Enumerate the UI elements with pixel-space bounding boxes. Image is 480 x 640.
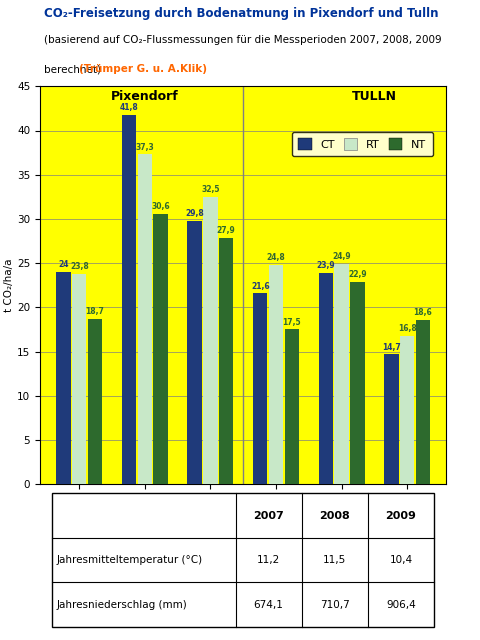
- Text: 37,3: 37,3: [135, 143, 154, 152]
- Text: 29,8: 29,8: [185, 209, 204, 218]
- Bar: [138, 154, 152, 484]
- Bar: [350, 282, 364, 484]
- Text: (basierend auf CO₂-Flussmessungen für die Messperioden 2007, 2008, 2009: (basierend auf CO₂-Flussmessungen für di…: [44, 35, 442, 45]
- Text: 2009: 2009: [385, 511, 417, 520]
- Bar: [269, 265, 283, 484]
- Legend: CT, RT, NT: CT, RT, NT: [292, 132, 433, 156]
- Text: TULLN: TULLN: [352, 90, 397, 102]
- Text: 21,6: 21,6: [251, 282, 270, 291]
- Text: 30,6: 30,6: [151, 202, 170, 211]
- Text: 11,2: 11,2: [257, 555, 280, 565]
- Text: 41,8: 41,8: [120, 103, 138, 112]
- Bar: [203, 197, 217, 484]
- Text: 2007: 2007: [253, 511, 284, 520]
- Text: 23,9: 23,9: [316, 261, 335, 270]
- Text: 16,8: 16,8: [398, 324, 417, 333]
- Text: 2008: 2008: [319, 511, 350, 520]
- Bar: [384, 354, 398, 484]
- Text: 906,4: 906,4: [386, 600, 416, 609]
- Bar: [285, 330, 299, 484]
- Bar: [154, 214, 168, 484]
- Text: 710,7: 710,7: [320, 600, 349, 609]
- Text: 24: 24: [58, 260, 69, 269]
- Bar: [56, 272, 71, 484]
- Text: 27,9: 27,9: [217, 226, 236, 235]
- Text: (Trümper G. u. A.Klik): (Trümper G. u. A.Klik): [79, 64, 207, 74]
- Text: Jahresmitteltemperatur (°C): Jahresmitteltemperatur (°C): [56, 555, 202, 565]
- Text: 24,8: 24,8: [266, 253, 286, 262]
- Text: berechnet): berechnet): [44, 64, 101, 74]
- Text: Pixendorf: Pixendorf: [111, 90, 179, 102]
- Bar: [52, 493, 434, 627]
- Text: 23,8: 23,8: [70, 262, 89, 271]
- Text: 18,7: 18,7: [85, 307, 105, 316]
- Text: 32,5: 32,5: [201, 185, 220, 194]
- Bar: [253, 293, 267, 484]
- Text: Jahresniederschlag (mm): Jahresniederschlag (mm): [56, 600, 187, 609]
- Bar: [188, 221, 202, 484]
- Text: 674,1: 674,1: [253, 600, 284, 609]
- Text: 17,5: 17,5: [282, 318, 301, 327]
- Bar: [335, 264, 349, 484]
- Text: 10,4: 10,4: [389, 555, 413, 565]
- Bar: [400, 335, 414, 484]
- Text: 14,7: 14,7: [382, 342, 401, 351]
- Bar: [122, 115, 136, 484]
- Bar: [219, 237, 233, 484]
- Bar: [416, 320, 430, 484]
- Text: 11,5: 11,5: [323, 555, 347, 565]
- Text: CO₂-Freisetzung durch Bodenatmung in Pixendorf und Tulln: CO₂-Freisetzung durch Bodenatmung in Pix…: [44, 6, 439, 20]
- Bar: [319, 273, 333, 484]
- Bar: [72, 274, 86, 484]
- Text: 18,6: 18,6: [413, 308, 432, 317]
- Text: 24,9: 24,9: [332, 252, 351, 261]
- Text: 22,9: 22,9: [348, 270, 367, 279]
- Bar: [88, 319, 102, 484]
- Y-axis label: t CO₂/ha/a: t CO₂/ha/a: [4, 259, 14, 312]
